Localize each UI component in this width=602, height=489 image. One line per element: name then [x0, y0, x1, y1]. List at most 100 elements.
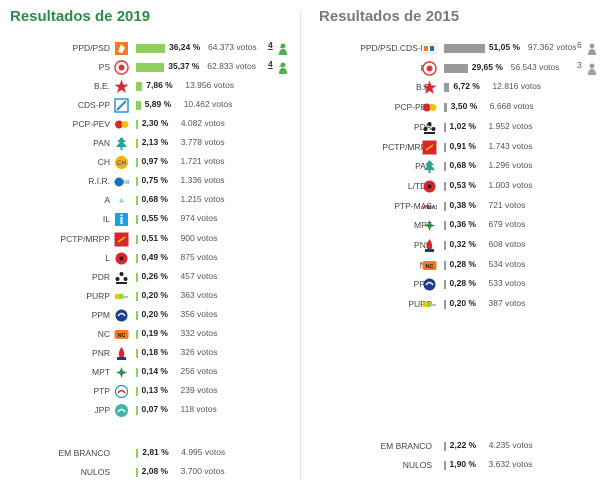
- vote-percentage: 0,28 %: [449, 278, 476, 289]
- result-row: PURP 0,20 % 363 votos: [0, 289, 300, 305]
- result-row: B.E. 7,86 % 13.956 votos: [0, 79, 300, 95]
- vote-share-bar: [136, 405, 138, 415]
- mpt-logo-icon: [422, 218, 437, 233]
- vote-share-bar: [136, 291, 138, 301]
- jpp-logo-icon: [114, 403, 129, 418]
- vote-percentage: 36,24 %: [168, 42, 201, 52]
- seat-count: 4: [268, 59, 273, 70]
- result-row: CH CH 0,97 % 1.721 votos: [0, 155, 300, 171]
- party-name: B.E.: [415, 82, 432, 93]
- vote-percentage: 3,50 %: [450, 101, 478, 112]
- vote-percentage: 2,22 %: [449, 440, 477, 450]
- vote-share-bar: [136, 63, 165, 73]
- pan-logo-icon: [114, 136, 129, 151]
- vote-count: 4.235 votos: [488, 440, 533, 450]
- person-icon: [278, 61, 288, 75]
- ptp-logo-icon: [114, 384, 129, 399]
- vote-percentage: 0,38 %: [449, 199, 476, 210]
- vote-share-bar: [136, 310, 138, 320]
- result-row: R.I.R. RIR 0,75 % 1.336 votos: [0, 174, 300, 190]
- party-name: MPT: [414, 220, 432, 231]
- ps-logo-icon: [422, 60, 437, 76]
- party-name: PPM: [413, 279, 432, 290]
- vote-count: 721 votos: [488, 199, 526, 210]
- vote-share-bar: [136, 196, 138, 206]
- svg-text:CH: CH: [117, 161, 126, 167]
- rir-logo-icon: RIR: [114, 174, 130, 189]
- result-row: PPD/PSD 36,24 % 64.373 votos 4: [0, 40, 300, 57]
- vote-count: 1.215 votos: [180, 194, 225, 205]
- vote-share-bar: [136, 139, 138, 149]
- vote-count: 56.543 votos: [510, 61, 560, 72]
- vote-share-bar: [444, 280, 446, 290]
- livre-logo-icon: [422, 179, 437, 194]
- party-name: L: [105, 252, 110, 263]
- result-row: CDS-PP 5,89 % 10.462 votos: [0, 98, 300, 114]
- ppm-logo-icon: [114, 308, 129, 323]
- vote-share-bar: [136, 158, 138, 168]
- vote-share-bar: [444, 201, 446, 211]
- vote-count: 4.995 votos: [181, 447, 226, 457]
- party-name: CDS-PP: [77, 100, 110, 111]
- result-row: PCP-PEV 2,30 % 4.082 votos: [0, 117, 300, 133]
- party-name: MPT: [92, 366, 110, 377]
- vote-count: 1.743 votos: [488, 140, 533, 151]
- vote-percentage: 2,30 %: [141, 118, 169, 129]
- vote-count: 457 votos: [180, 270, 218, 281]
- vote-count: 533 votos: [488, 278, 526, 289]
- vote-count: 326 votos: [180, 346, 218, 357]
- cdu-logo-icon: [114, 117, 129, 132]
- result-row: PAN 0,68 % 1.296 votos: [301, 159, 602, 175]
- ptp-mas-logo-icon: MAS: [422, 199, 439, 214]
- party-name: PURP: [408, 299, 432, 310]
- vote-percentage: 0,36 %: [449, 219, 476, 230]
- party-name: NC: [97, 328, 110, 339]
- party-name: PPM: [91, 309, 110, 320]
- party-name: PPD/PSD: [72, 43, 110, 53]
- vote-share-bar: [136, 101, 141, 111]
- party-name: PCP-PEV: [72, 119, 110, 130]
- vote-percentage: 2,81 %: [142, 447, 169, 457]
- person-icon: [587, 62, 597, 75]
- vote-percentage: 0,18 %: [141, 346, 168, 357]
- column-divider: [300, 10, 301, 480]
- purp-logo-icon: [114, 289, 129, 304]
- result-row: B.E. 6,72 % 12.816 votos: [301, 80, 602, 96]
- vote-share-bar: [136, 449, 139, 458]
- vote-percentage: 0,20 %: [141, 289, 168, 300]
- alianca-logo-icon: A: [114, 193, 129, 208]
- vote-count: 1.721 votos: [180, 156, 225, 167]
- result-row: PNR 0,32 % 608 votos: [301, 238, 602, 254]
- vote-percentage: 0,51 %: [141, 232, 168, 243]
- vote-count: 118 votos: [180, 403, 217, 414]
- vote-share-bar: [136, 44, 165, 53]
- vote-count: 10.462 votos: [183, 99, 233, 110]
- psd-logo-icon: [114, 41, 129, 56]
- pnr-logo-icon: [114, 346, 129, 361]
- result-row: PCTP/MRPP 0,51 % 900 votos: [0, 232, 300, 248]
- paf-logo-icon: [421, 41, 438, 56]
- vote-count: 1.003 votos: [488, 179, 533, 190]
- vote-share-bar: [444, 63, 468, 73]
- party-name: JPP: [94, 404, 110, 415]
- vote-count: 1.296 votos: [488, 160, 533, 171]
- vote-percentage: 0,68 %: [141, 194, 168, 205]
- party-name: PS: [98, 62, 110, 73]
- vote-count: 363 votos: [180, 289, 218, 300]
- vote-share-bar: [444, 221, 446, 231]
- pan-logo-icon: [422, 159, 437, 174]
- svg-text:A: A: [119, 199, 123, 205]
- vote-percentage: 0,91 %: [449, 140, 476, 151]
- party-name: IL: [102, 214, 110, 225]
- vote-share-bar: [136, 272, 138, 282]
- party-name: PCTP/MRPP: [382, 141, 432, 152]
- vote-percentage: 0,13 %: [141, 384, 168, 395]
- result-row: PPM 0,28 % 533 votos: [301, 277, 602, 293]
- vote-count: 875 votos: [180, 251, 218, 262]
- vote-percentage: 0,26 %: [141, 270, 168, 281]
- vote-count: 62.833 votos: [207, 61, 256, 72]
- party-name: EM BRANCO: [380, 441, 432, 451]
- vote-share-bar: [444, 300, 446, 310]
- result-row: PPM 0,20 % 356 votos: [0, 308, 300, 324]
